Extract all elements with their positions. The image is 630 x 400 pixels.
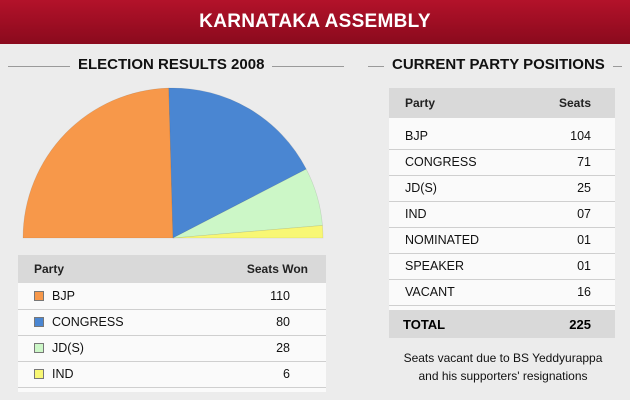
current-positions-table: Party Seats BJP 104 CONGRESS 71 JD(S) 25 IND 07… [389, 88, 615, 338]
banner-title: KARNATAKA ASSEMBLY [0, 0, 630, 44]
party-header: Party [405, 96, 436, 110]
table-row: NOMINATED 01 [389, 228, 615, 254]
party-name: NOMINATED [405, 233, 480, 247]
table-header: Party Seats [389, 88, 615, 118]
seats-header: Seats [558, 96, 591, 110]
slice-congress [168, 87, 307, 239]
note-line: and his supporters' resignations [418, 369, 588, 383]
total-label: TOTAL [403, 317, 446, 332]
table-row: JD(S) 28 [18, 335, 326, 362]
table-row: BJP 104 [389, 124, 615, 150]
party-name: SPEAKER [405, 259, 465, 273]
party-name: VACANT [405, 285, 455, 299]
seats-won-header: Seats Won [246, 262, 308, 276]
seats-value: 110 [270, 289, 290, 303]
legend-swatch-icon [34, 317, 44, 327]
table-row: CONGRESS 80 [18, 309, 326, 336]
total-row: TOTAL 225 [389, 310, 615, 338]
seats-value: 01 [577, 259, 591, 273]
party-name: IND [52, 367, 74, 381]
seats-value: 71 [577, 155, 591, 169]
legend-swatch-icon [34, 291, 44, 301]
party-name: CONGRESS [405, 155, 477, 169]
seats-value: 80 [276, 315, 290, 329]
party-name: CONGRESS [52, 315, 124, 329]
seats-value: 25 [577, 181, 591, 195]
slice-bjp [22, 87, 174, 239]
total-value: 225 [569, 317, 591, 332]
table-row: SPEAKER 01 [389, 254, 615, 280]
election-results-title: ELECTION RESULTS 2008 [70, 56, 273, 73]
seats-value: 28 [276, 341, 290, 355]
slice-jd-s [172, 168, 323, 239]
table-header: Party Seats Won [18, 255, 326, 283]
table-row: VACANT 16 [389, 280, 615, 306]
table-row: IND 07 [389, 202, 615, 228]
legend-swatch-icon [34, 343, 44, 353]
seats-value: 01 [577, 233, 591, 247]
party-header: Party [34, 262, 65, 276]
seats-value: 104 [570, 129, 591, 143]
table-row: CONGRESS 71 [389, 150, 615, 176]
election-results-table: Party Seats Won BJP 110 CONGRESS 80 JD(S) 28 I… [18, 255, 326, 392]
party-name: BJP [52, 289, 75, 303]
party-name: JD(S) [52, 341, 84, 355]
seats-semicircle-chart [22, 87, 324, 239]
note-line: Seats vacant due to BS Yeddyurappa [403, 351, 603, 365]
seats-value: 6 [283, 367, 290, 381]
vacancy-note: Seats vacant due to BS Yeddyurappa and h… [390, 349, 616, 385]
legend-swatch-icon [34, 369, 44, 379]
table-row: JD(S) 25 [389, 176, 615, 202]
party-name: IND [405, 207, 427, 221]
party-name: BJP [405, 129, 428, 143]
table-row: BJP 110 [18, 283, 326, 310]
slice-ind [172, 225, 324, 239]
party-name: JD(S) [405, 181, 437, 195]
seats-value: 07 [577, 207, 591, 221]
seats-value: 16 [577, 285, 591, 299]
table-row: IND 6 [18, 361, 326, 388]
current-positions-title: CURRENT PARTY POSITIONS [384, 56, 613, 73]
